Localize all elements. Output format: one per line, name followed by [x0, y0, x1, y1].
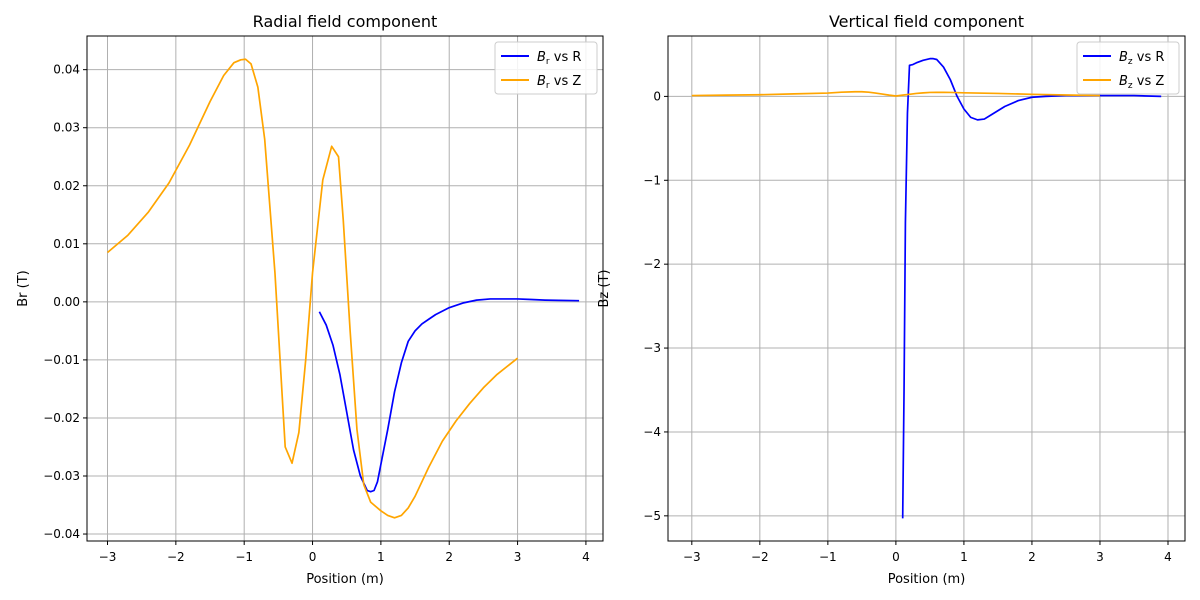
chart-title: Vertical field component: [829, 12, 1024, 31]
x-tick-label: −3: [99, 550, 117, 564]
x-tick-label: 2: [445, 550, 453, 564]
x-tick-label: −1: [235, 550, 253, 564]
ticks: −3 −2 −1 0 1 2 3 4 −0.04 −0.03 −0.02 −0.01 0.00 0.01 0…: [43, 63, 590, 564]
series-line-1: [691, 90, 1100, 97]
plot-frame: [667, 35, 1186, 542]
series-line-1: [106, 58, 519, 519]
legend-entry-1: Br vs Z: [537, 74, 581, 91]
grid: [87, 36, 603, 541]
y-tick-label: −0.04: [43, 527, 80, 541]
legend-label: vs Z: [550, 74, 582, 89]
y-axis-label: Br (T): [16, 270, 31, 306]
legend-symbol: B: [537, 50, 546, 65]
x-tick-label: 4: [1164, 550, 1172, 564]
y-tick-label: −0.01: [43, 353, 80, 367]
legend-subscript: r: [546, 81, 550, 91]
x-tick-label: 3: [514, 550, 522, 564]
legend-symbol: B: [537, 74, 546, 89]
legend: Br vs RBr vs Z: [494, 41, 598, 95]
y-tick-label: 0.00: [53, 295, 80, 309]
x-tick-label: −2: [167, 550, 185, 564]
legend: Bz vs RBz vs Z: [1076, 41, 1180, 95]
y-axis-label: Bz (T): [597, 270, 612, 308]
x-tick-label: 1: [377, 550, 385, 564]
radial-field-panel: Radial field component Position (m) Br (…: [16, 12, 604, 587]
ticks: −3 −2 −1 0 1 2 3 4 −5 −4 −3 −2 −1 0: [643, 89, 1172, 564]
vertical-field-panel: Vertical field component Position (m) Bz…: [597, 12, 1186, 587]
x-tick-label: −1: [819, 550, 837, 564]
y-tick-label: −0.02: [43, 411, 80, 425]
y-tick-label: −3: [643, 341, 661, 355]
x-tick-label: 4: [582, 550, 590, 564]
series-line-0: [318, 298, 580, 493]
x-tick-label: 1: [960, 550, 968, 564]
x-tick-label: 2: [1028, 550, 1036, 564]
legend-subscript: z: [1128, 57, 1133, 67]
x-tick-label: 3: [1096, 550, 1104, 564]
x-tick-label: −2: [751, 550, 769, 564]
grid: [668, 36, 1185, 541]
legend-symbol: B: [1119, 74, 1128, 89]
y-tick-label: −1: [643, 173, 661, 187]
y-tick-label: 0.01: [53, 237, 80, 251]
series-line-0: [901, 57, 1162, 519]
y-tick-label: 0: [653, 89, 661, 103]
x-tick-label: 0: [309, 550, 317, 564]
chart-title: Radial field component: [253, 12, 438, 31]
x-tick-label: −3: [683, 550, 701, 564]
legend-label: vs Z: [1133, 74, 1165, 89]
legend-subscript: r: [546, 57, 550, 67]
y-tick-label: 0.02: [53, 179, 80, 193]
plot-frame: [86, 35, 604, 542]
legend-label: vs R: [1133, 50, 1165, 65]
legend-entry-0: Br vs R: [537, 50, 581, 67]
y-tick-label: −0.03: [43, 469, 80, 483]
series-lines: [691, 57, 1162, 519]
legend-symbol: B: [1119, 50, 1128, 65]
y-tick-label: 0.03: [53, 121, 80, 135]
legend-subscript: z: [1128, 81, 1133, 91]
y-tick-label: −5: [643, 509, 661, 523]
x-axis-label: Position (m): [306, 572, 384, 587]
legend-entry-1: Bz vs Z: [1119, 74, 1164, 91]
x-tick-label: 0: [892, 550, 900, 564]
legend-entry-0: Bz vs R: [1119, 50, 1164, 67]
y-tick-label: −2: [643, 257, 661, 271]
legend-label: vs R: [550, 50, 582, 65]
x-axis-label: Position (m): [888, 572, 966, 587]
y-tick-label: 0.04: [53, 63, 80, 77]
y-tick-label: −4: [643, 425, 661, 439]
series-lines: [106, 58, 580, 519]
